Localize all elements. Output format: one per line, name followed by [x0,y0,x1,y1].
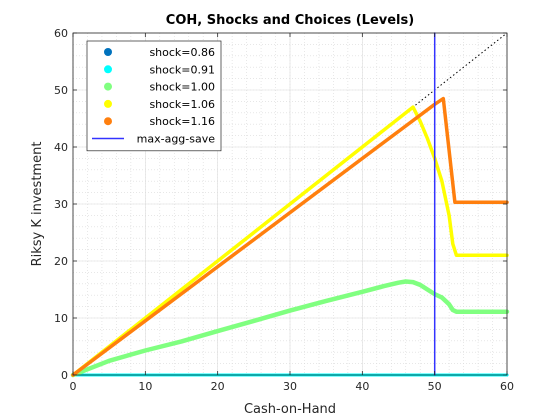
x-tick-label: 10 [138,380,152,393]
legend-swatch-marker [104,82,112,91]
legend: shock=0.86 shock=0.91 shock=1.00 shock=1.06… [86,40,222,152]
x-tick-label: 30 [283,380,297,393]
legend-label: shock=0.91 [149,63,215,76]
axis-ticks: 0 10 20 30 40 50 60 0 10 20 30 40 50 60 [54,27,514,393]
legend-label: shock=1.06 [149,98,215,111]
chart-title: COH, Shocks and Choices (Levels) [166,13,414,28]
y-tick-label: 10 [54,312,68,325]
series-line-shock-1-00 [70,279,510,378]
legend-swatch-marker [104,117,112,126]
x-axis-label: Cash-on-Hand [244,402,336,417]
y-tick-label: 30 [54,198,68,211]
y-tick-label: 40 [54,141,68,154]
legend-label: shock=0.86 [149,46,215,59]
legend-label: shock=1.00 [149,81,215,94]
legend-swatch-marker [104,99,112,108]
legend-label: shock=1.16 [149,115,215,128]
legend-box [86,40,222,152]
series-line-shock-1-16 [71,96,509,377]
legend-swatch-marker [104,48,112,56]
x-tick-label: 60 [500,380,514,393]
y-tick-label: 0 [61,369,68,382]
legend-swatch-marker [104,65,112,74]
x-tick-label: 40 [355,380,369,393]
x-tick-label: 50 [428,380,442,393]
legend-label: max-agg-save [137,133,216,146]
y-axis-label: Riksy K investment [30,142,45,267]
y-tick-label: 60 [54,27,68,40]
x-tick-label: 20 [211,380,225,393]
y-tick-label: 20 [54,255,68,268]
x-tick-label: 0 [70,380,77,393]
y-tick-label: 50 [54,84,68,97]
